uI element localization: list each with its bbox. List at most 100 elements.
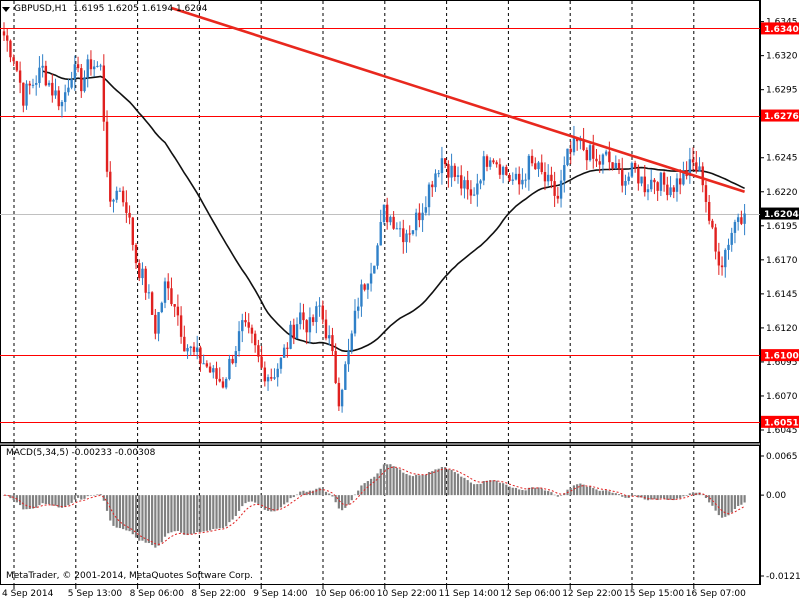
chart-title[interactable]: GBPUSD,H1 1.6195 1.6205 1.6194 1.6204 [2,2,207,16]
macd-histogram-bar [724,495,727,517]
candle-body [469,189,473,196]
macd-histogram-bar [192,495,196,534]
macd-histogram-bar [360,485,363,496]
macd-tick-label: -0.01219 [766,572,800,582]
macd-histogram-bar [205,495,208,531]
macd-histogram-bar [163,495,167,537]
candle-body [63,92,67,102]
candle-body [456,175,460,177]
macd-histogram-bar [543,490,547,496]
candle-body [411,230,415,234]
candle-body [617,163,621,169]
macd-histogram-bar [176,495,179,531]
macd-histogram-bar [299,491,302,496]
macd-histogram-bar [292,495,295,498]
candle-body [588,145,592,161]
macd-histogram-bar [514,487,518,496]
time-tick-label: 15 Sep 15:00 [624,589,684,599]
macd-histogram-bar [679,495,682,499]
macd-histogram-bar [653,495,656,500]
candle-body [15,61,19,71]
dropdown-arrow-icon[interactable] [2,7,10,12]
candle-body [131,217,134,245]
candle-body [698,166,701,172]
candle-body [385,204,389,223]
candle-body [253,333,257,346]
candle-body [405,233,408,243]
candle-body [717,251,721,266]
candle-body [41,65,44,68]
candle-body [624,181,627,186]
candle-body [485,156,489,167]
macd-tick-label: 0.0065 [766,452,798,462]
candle-body [656,182,659,191]
candle-body [315,306,318,323]
candle-body [505,166,508,175]
candle-body [724,249,727,268]
macd-histogram-bar [180,495,183,533]
level-price-label: 1.6340 [764,25,799,35]
macd-histogram-bar [244,495,247,504]
macd-histogram-bar [369,478,373,496]
candle-body [521,179,524,185]
macd-histogram-bar [231,495,234,520]
candle-body [482,156,485,181]
macd-histogram-bar [569,487,572,496]
candle-body [637,167,640,184]
macd-histogram-bar [266,495,270,511]
candle-body [421,212,424,221]
candle-body [524,179,527,181]
macd-histogram-bar [131,495,134,535]
macd-histogram-bar [125,495,128,531]
candle-body [653,179,656,183]
candle-body [392,216,395,229]
candle-body [347,350,350,365]
time-tick-label: 12 Sep 22:00 [562,589,622,599]
candle-body [118,190,122,192]
candle-body [443,158,447,165]
candle-body [563,165,566,181]
copyright-notice: MetaTrader, © 2001-2014, MetaQuotes Soft… [6,571,253,581]
candle-body [492,160,495,163]
macd-histogram-bar [151,495,154,546]
candle-body [35,83,38,85]
candle-body [289,324,292,349]
time-tick-label: 16 Sep 07:00 [686,589,746,599]
candle-body [38,67,41,84]
macd-histogram-bar [273,495,276,512]
macd-histogram-bar [405,474,408,496]
candle-body [379,222,382,246]
macd-histogram-bar [675,495,679,499]
macd-histogram-bar [237,495,241,511]
macd-histogram-bar [482,481,485,496]
candle-body [57,90,60,107]
candle-body [86,59,89,78]
candle-body [707,201,711,221]
symbol-label: GBPUSD,H1 [14,4,68,14]
macd-histogram-bar [353,494,357,496]
candle-body [630,162,634,177]
candle-body [125,202,128,213]
candle-body [730,232,733,245]
macd-histogram-bar [727,495,730,516]
candle-body [447,164,450,178]
macd-histogram-bar [440,466,444,496]
macd-histogram-bar [25,495,28,510]
candle-body [51,82,54,96]
macd-histogram-bar [447,469,450,496]
candle-body [299,312,302,325]
candle-body [279,357,283,369]
candle-body [559,180,563,199]
macd-histogram-bar [22,495,25,510]
macd-histogram-bar [160,495,163,543]
candle-body [646,189,650,193]
macd-histogram-bar [547,490,550,496]
macd-title: MACD(5,34,5) -0.00233 -0.00308 [6,448,155,458]
time-tick-label: 12 Sep 06:00 [500,589,560,599]
macd-histogram-bar [6,495,9,496]
candle-body [31,84,35,86]
candle-body [402,228,405,243]
candle-body [302,312,305,321]
candle-body [228,358,231,380]
